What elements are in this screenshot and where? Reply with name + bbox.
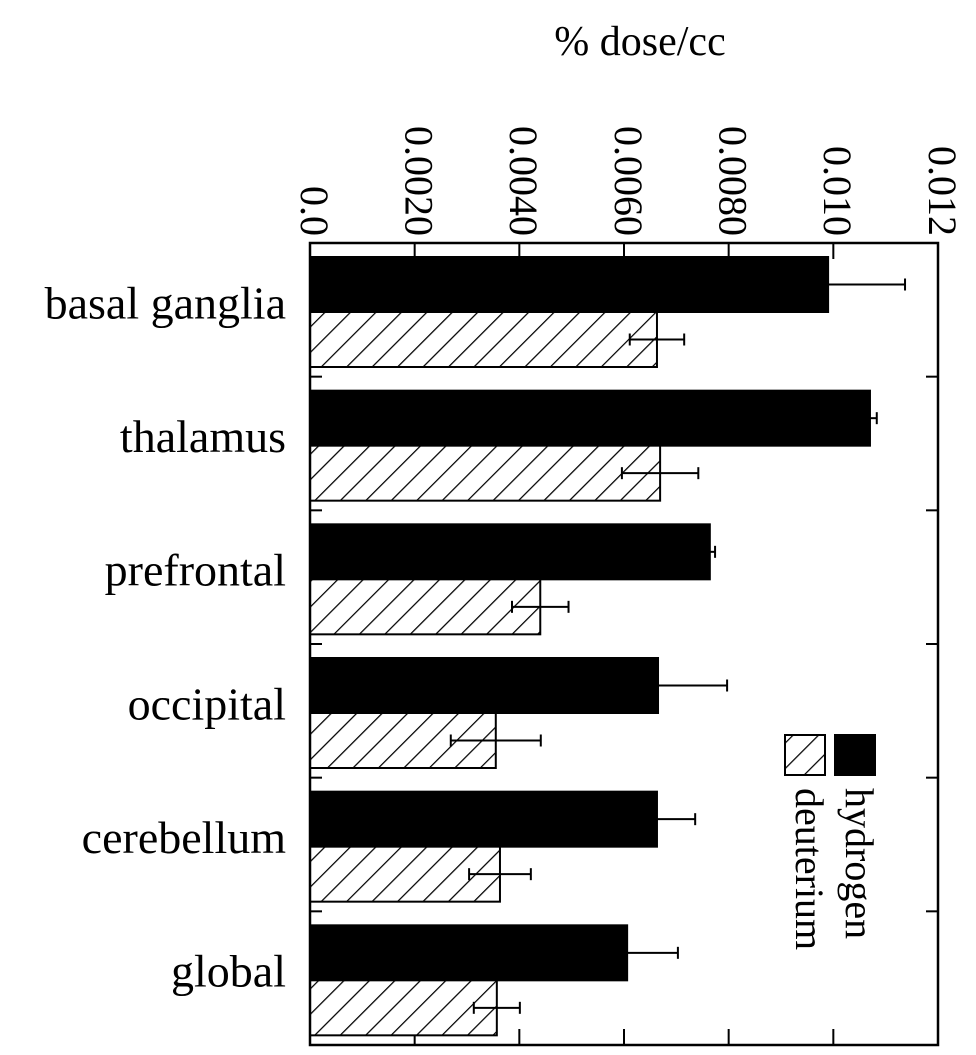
bar: [309, 790, 658, 848]
bar: [309, 444, 662, 502]
x-tick-label: 0.0040: [501, 126, 546, 236]
x-tick-label: 0.012: [920, 146, 965, 236]
legend-label: deuterium: [787, 788, 832, 950]
category-label: global: [171, 946, 286, 997]
legend-swatch: [834, 734, 876, 776]
category-label: basal ganglia: [45, 277, 286, 328]
legend-swatch: [784, 734, 826, 776]
x-tick-label: 0.0020: [396, 126, 441, 236]
bar: [309, 311, 658, 368]
bar: [309, 924, 629, 982]
bar: [309, 523, 711, 581]
bar: [309, 389, 871, 447]
x-tick-label: 0.0080: [710, 126, 755, 236]
category-label: prefrontal: [105, 545, 286, 596]
x-axis-label: % dose/cc: [554, 19, 725, 65]
x-tick-label: 0.0: [292, 186, 337, 236]
category-label: thalamus: [120, 411, 286, 462]
bar: [309, 979, 498, 1037]
bar: [309, 578, 542, 636]
x-tick-label: 0.010: [815, 146, 860, 236]
bar: [309, 256, 830, 313]
category-label: occipital: [128, 678, 286, 729]
category-label: cerebellum: [82, 812, 287, 863]
plot-frame: [308, 241, 940, 1047]
x-tick-label: 0.0060: [606, 126, 651, 236]
legend-label: hydrogen: [837, 788, 882, 939]
